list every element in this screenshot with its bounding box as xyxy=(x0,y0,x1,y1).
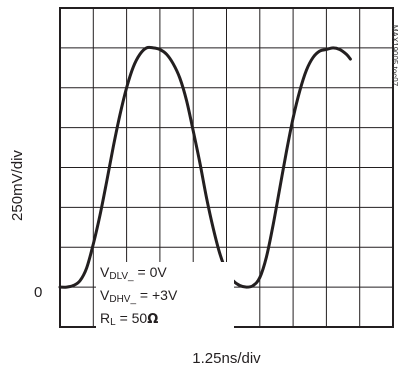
legend-vdhv-value: = +3V xyxy=(136,287,178,303)
legend-vdlv-main: V xyxy=(100,264,110,280)
part-number-label: MAX19005 toc07 xyxy=(389,10,401,100)
legend-vdlv-value: = 0V xyxy=(133,264,167,280)
conditions-legend: VDLV_ = 0V VDHV_ = +3V RL = 50Ω xyxy=(96,262,234,333)
legend-rl-main: R xyxy=(100,310,111,326)
y-axis-label-text: 250mV/div xyxy=(8,149,26,221)
legend-vdhv-sub: DHV_ xyxy=(109,294,137,305)
legend-rl-sub: L xyxy=(110,317,116,328)
legend-rl-value: = 50 xyxy=(115,310,148,326)
waveform-trace xyxy=(58,45,352,289)
legend-line-vdhv: VDHV_ = +3V xyxy=(100,286,230,309)
legend-rl-unit: Ω xyxy=(147,312,159,327)
grid xyxy=(60,8,393,327)
y-zero-tick-label: 0 xyxy=(34,284,43,301)
part-number-text: MAX19005 toc07 xyxy=(390,24,400,86)
legend-vdhv-main: V xyxy=(100,287,110,303)
x-axis-label: 1.25ns/div xyxy=(192,350,261,367)
legend-line-vdlv: VDLV_ = 0V xyxy=(100,263,230,286)
y-axis-label: 250mV/div xyxy=(2,75,32,295)
legend-line-rl: RL = 50Ω xyxy=(100,309,230,332)
legend-vdlv-sub: DLV_ xyxy=(109,271,134,282)
